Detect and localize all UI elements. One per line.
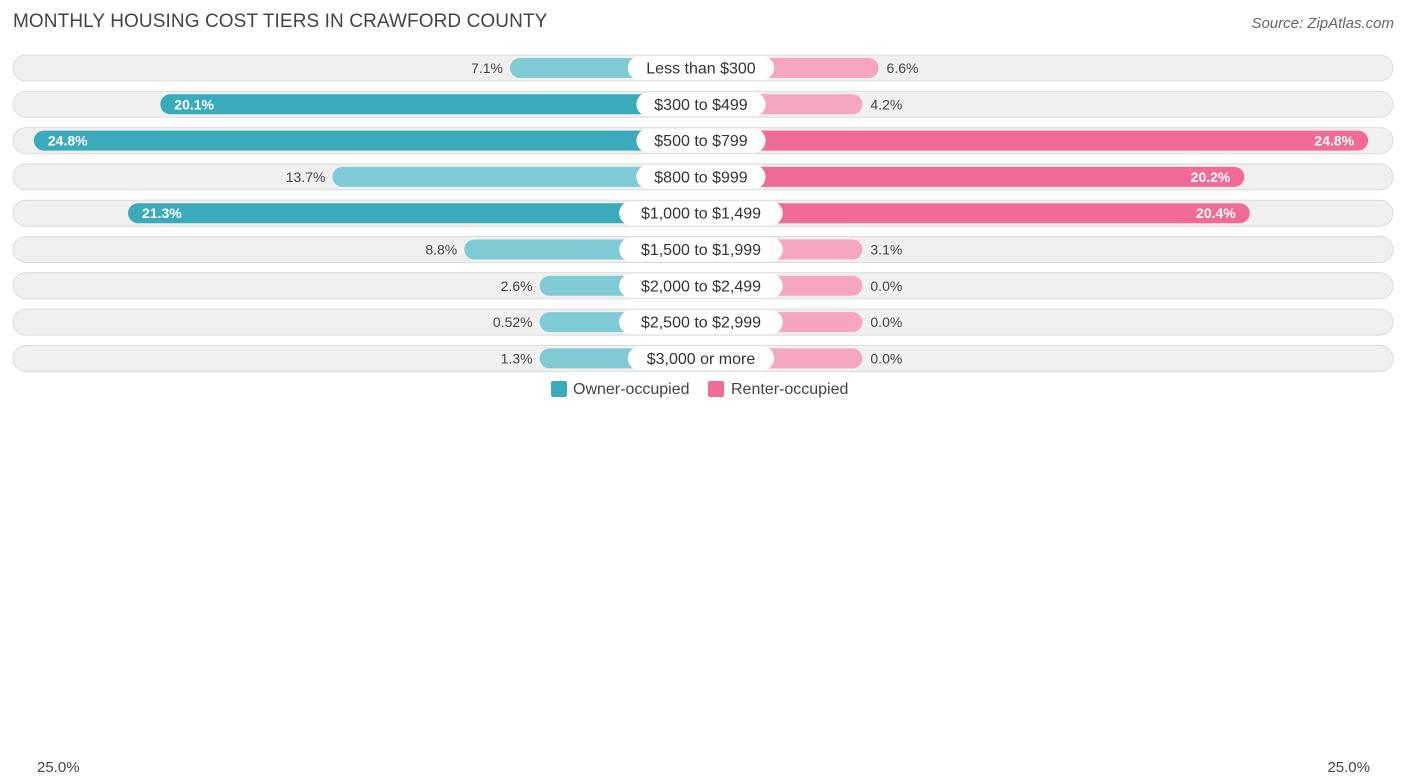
category-pill <box>636 164 766 189</box>
source-label: Source: ZipAtlas.com <box>1251 15 1394 32</box>
renter-bar <box>701 130 1369 151</box>
owner-bar <box>332 166 701 187</box>
renter-value-label: 24.8% <box>1314 133 1354 149</box>
chart-title: MONTHLY HOUSING COST TIERS IN CRAWFORD C… <box>13 11 548 32</box>
axis-label-right: 25.0% <box>1327 759 1370 776</box>
category-pill <box>619 201 783 226</box>
category-pill <box>619 237 783 262</box>
category-label: $1,000 to $1,499 <box>641 206 761 223</box>
owner-bar <box>33 130 701 151</box>
legend-swatch-owner <box>551 381 567 397</box>
category-label: $3,000 or more <box>647 351 756 368</box>
category-pill <box>627 56 775 80</box>
owner-value-label: 7.1% <box>471 60 503 76</box>
renter-value-label: 0.0% <box>870 278 902 294</box>
category-pill <box>636 128 766 153</box>
category-label: $800 to $999 <box>654 169 748 186</box>
renter-value-label: 4.2% <box>870 96 902 112</box>
renter-value-label: 0.0% <box>870 314 902 330</box>
category-label: Less than $300 <box>646 61 756 78</box>
legend: 25.0% Owner-occupied Renter-occupied 25.… <box>0 378 1406 776</box>
renter-value-label: 6.6% <box>887 60 919 76</box>
category-label: $2,500 to $2,999 <box>641 315 761 332</box>
renter-value-label: 0.0% <box>870 350 902 366</box>
renter-value-label: 3.1% <box>870 242 902 258</box>
owner-value-label: 8.8% <box>425 242 457 258</box>
owner-bar <box>160 94 701 115</box>
owner-value-label: 13.7% <box>286 169 326 185</box>
category-label: $2,000 to $2,499 <box>641 278 761 295</box>
legend-swatch-renter <box>708 381 724 397</box>
renter-bar <box>701 166 1245 187</box>
renter-value-label: 20.4% <box>1196 205 1236 221</box>
diverging-bar-chart: 7.1% 6.6% Less than $300 20.1% 4.2% $300 to $… <box>12 54 1394 372</box>
owner-value-label: 1.3% <box>501 350 533 366</box>
owner-value-label: 0.52% <box>493 314 533 330</box>
renter-bar <box>701 203 1250 224</box>
category-pill <box>636 92 766 117</box>
category-label: $1,500 to $1,999 <box>641 242 761 259</box>
axis-label-left: 25.0% <box>37 759 80 776</box>
owner-value-label: 21.3% <box>142 205 182 221</box>
category-pill <box>627 346 775 371</box>
category-label: $300 to $499 <box>654 97 748 114</box>
category-pill <box>619 310 783 335</box>
legend-label-renter: Renter-occupied <box>731 381 849 398</box>
owner-value-label: 2.6% <box>501 278 533 294</box>
category-label: $500 to $799 <box>654 133 748 150</box>
renter-value-label: 20.2% <box>1191 169 1231 185</box>
owner-bar <box>128 203 701 224</box>
owner-value-label: 24.8% <box>48 133 88 149</box>
owner-value-label: 20.1% <box>174 96 214 112</box>
legend-label-owner: Owner-occupied <box>573 381 690 398</box>
category-pill <box>619 273 783 298</box>
